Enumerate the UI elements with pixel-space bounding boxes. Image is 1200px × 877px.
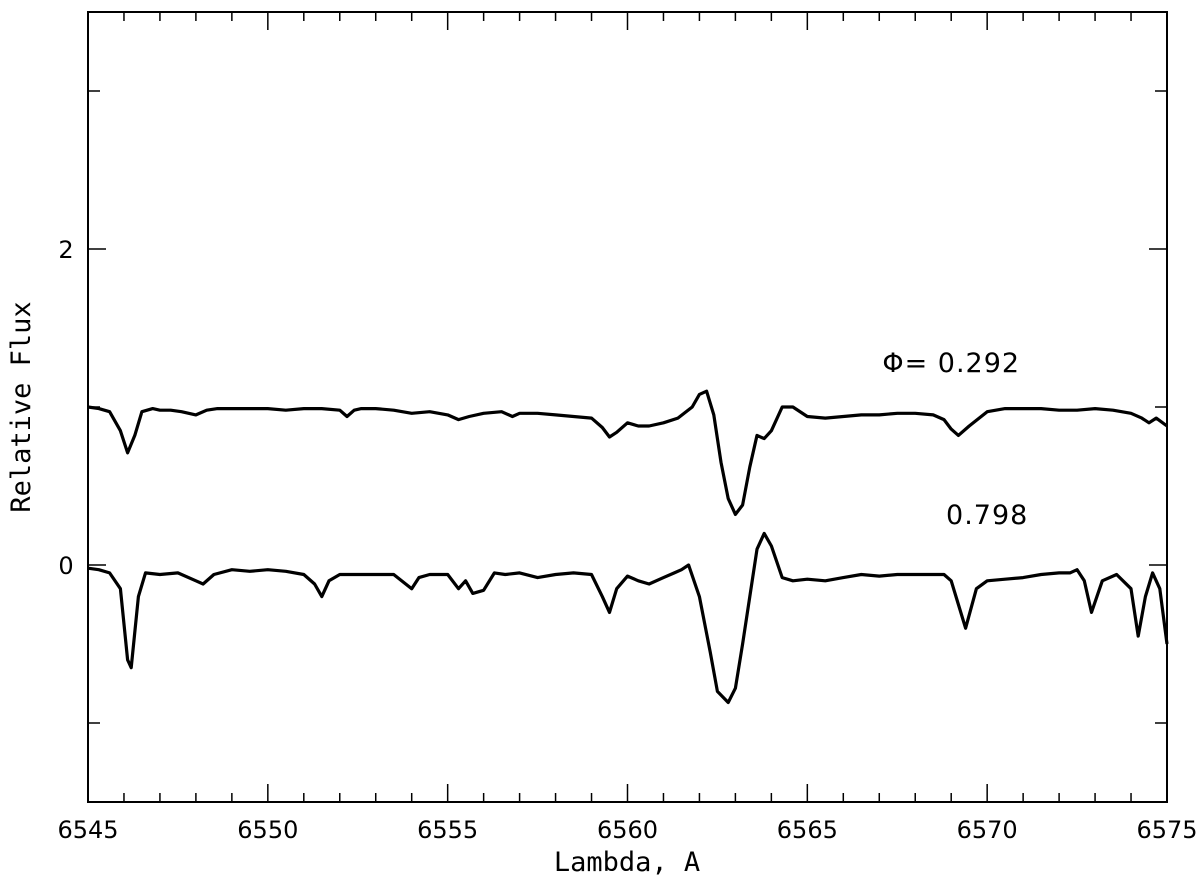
annotation-layer: Φ= 0.292 0.798 [882,348,1028,531]
y-tick-label: 2 [58,236,73,264]
y-tick-label: 0 [58,552,73,580]
phase-annotation: 0.798 [946,500,1028,531]
x-tick-label: 6560 [597,816,658,844]
phase-annotation: Φ= 0.292 [882,348,1020,379]
spectrum-line-0.798 [87,531,1169,705]
x-tick-label: 6575 [1136,816,1197,844]
axis-ticks [87,12,1168,802]
spectrum-line-0.292 [87,389,1168,516]
x-tick-label: 6555 [417,816,478,844]
x-axis-label: Lambda, A [554,847,700,877]
series-layer [87,389,1169,705]
x-tick-label: 6545 [57,816,118,844]
x-tick-label: 6565 [777,816,838,844]
x-tick-label: 6550 [237,816,298,844]
y-axis-label: Relative Flux [6,301,37,512]
x-tick-labels: 6545 6550 6555 6560 6565 6570 6575 [57,816,1197,844]
x-tick-label: 6570 [957,816,1018,844]
y-tick-labels: 02 [58,236,73,580]
